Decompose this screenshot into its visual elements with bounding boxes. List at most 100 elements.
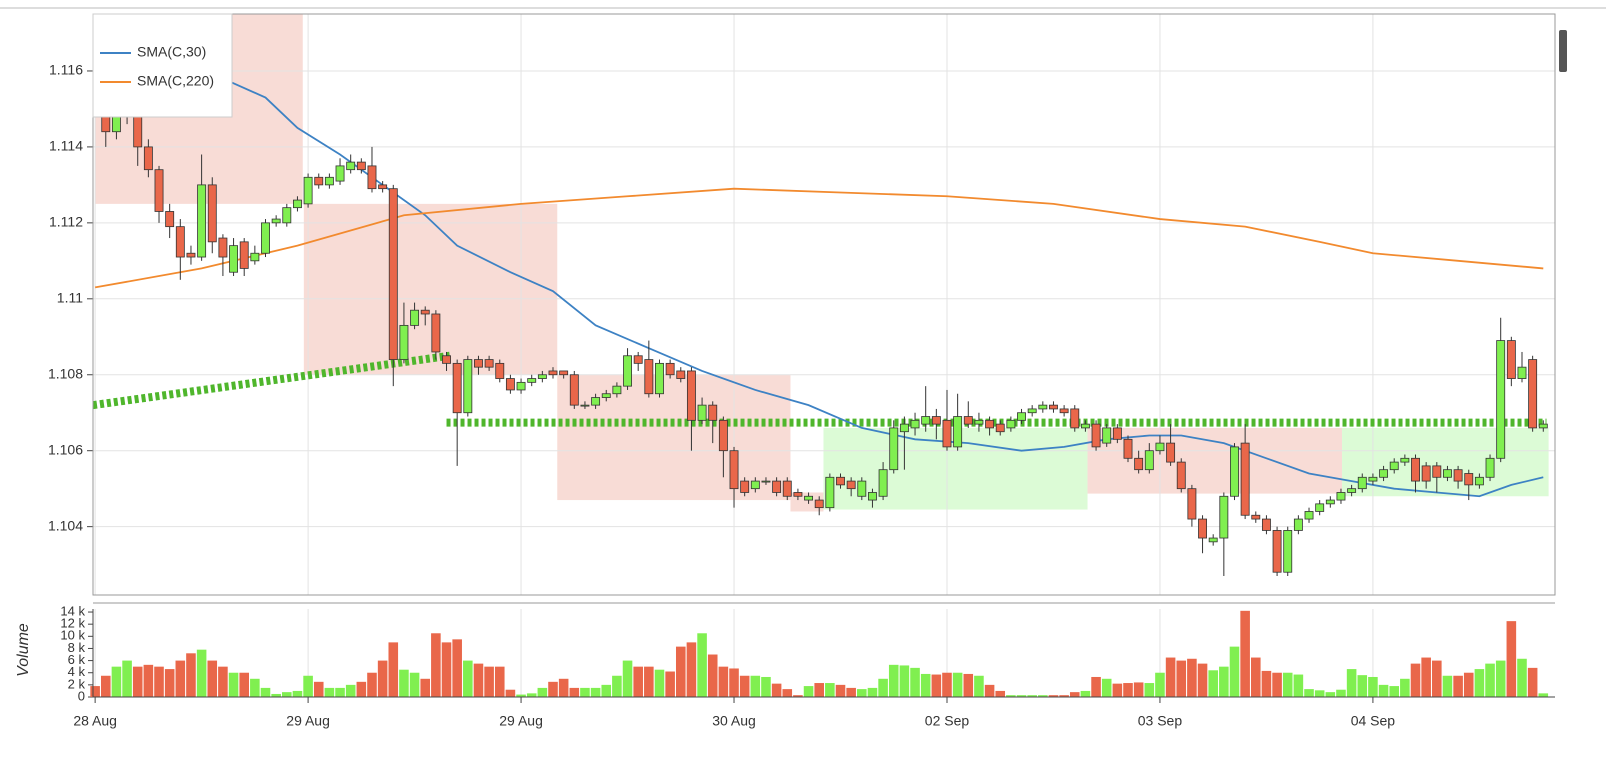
y-tick-label: 1.104 — [48, 517, 83, 533]
volume-bar — [1357, 675, 1368, 697]
volume-bar — [303, 675, 313, 697]
candle-body — [942, 419, 952, 448]
candle-body — [282, 207, 292, 224]
candle-body — [804, 495, 814, 501]
candle-body — [229, 245, 239, 273]
volume-bar — [1048, 695, 1059, 697]
candle-body — [335, 165, 345, 182]
y-tick-label: 4 k — [68, 664, 86, 679]
candle-body — [697, 404, 707, 421]
volume-bar — [995, 690, 1006, 697]
sma-line — [94, 187, 1544, 289]
candle-body — [1400, 457, 1410, 463]
candle-body — [985, 419, 995, 429]
x-tick-label: 29 Aug — [286, 713, 330, 729]
candle-body — [431, 313, 441, 353]
volume-bar — [143, 664, 154, 697]
candle-body — [175, 226, 185, 258]
y-tick-label: 1.116 — [49, 62, 83, 78]
volume-bar — [612, 675, 622, 697]
volume-bar — [1101, 678, 1112, 697]
volume-bar — [1272, 672, 1282, 697]
candle-body — [889, 427, 899, 471]
volume-bar — [1059, 695, 1069, 697]
volume-bar — [1208, 670, 1218, 697]
candle-body — [1464, 473, 1474, 486]
candle-body — [772, 480, 782, 493]
candle-body — [378, 184, 388, 190]
volume-bar — [282, 692, 292, 697]
volume-bar — [420, 678, 431, 697]
volume-bar — [857, 689, 867, 697]
candle-body — [569, 374, 579, 406]
volume-bar — [558, 678, 569, 697]
candle-body — [676, 370, 686, 379]
volume-bar — [1006, 695, 1016, 697]
candle-body — [1379, 469, 1389, 478]
candle-body — [527, 378, 537, 383]
candle-body — [782, 480, 792, 497]
candle-body — [1208, 537, 1218, 543]
candle-body — [356, 161, 366, 171]
candle-body — [633, 355, 643, 364]
volume-bar — [1240, 610, 1250, 697]
y-tick-label: 12 k — [60, 616, 85, 631]
candle-body — [1506, 340, 1516, 379]
volume-bar — [505, 689, 516, 697]
volume-bar — [846, 687, 856, 697]
candle-body — [1230, 446, 1239, 497]
candle-body — [878, 469, 888, 497]
candle-body — [1176, 461, 1186, 490]
y-tick-label: 1.108 — [48, 365, 83, 381]
volume-bar — [122, 660, 132, 697]
candle-body — [474, 359, 483, 368]
volume-bar — [633, 666, 643, 697]
volume-bar — [1421, 657, 1431, 697]
candle-body — [1102, 427, 1112, 444]
candle-body — [1091, 423, 1101, 448]
candle-body — [495, 362, 505, 379]
volume-bar — [814, 683, 824, 697]
candle-body — [1240, 442, 1250, 516]
candle-body — [612, 385, 622, 395]
candle-body — [1070, 408, 1080, 429]
candle-body — [857, 480, 867, 497]
volume-bar — [516, 694, 526, 697]
candle-body — [303, 176, 313, 205]
volume-bar — [718, 666, 729, 697]
candle-body — [1304, 511, 1314, 520]
y-tick-label: 10 k — [60, 628, 85, 643]
volume-bar — [399, 669, 409, 697]
volume-bar — [686, 642, 697, 697]
volume-bar — [441, 642, 452, 697]
candle-body — [261, 222, 270, 254]
volume-bar — [473, 663, 484, 697]
candle-body — [686, 370, 696, 421]
candle-body — [1357, 476, 1367, 490]
x-tick-label: 02 Sep — [925, 713, 970, 729]
volume-bar — [1485, 663, 1495, 697]
candle-body — [761, 480, 771, 483]
candle-body — [250, 252, 260, 262]
volume-bar — [644, 666, 654, 697]
candle-body — [314, 176, 324, 186]
volume-bar — [484, 666, 494, 697]
volume-bar — [1314, 690, 1325, 697]
candle-body — [1315, 503, 1325, 512]
volume-bar — [111, 666, 122, 697]
volume-bar — [1123, 683, 1133, 697]
volume-bar — [1538, 693, 1549, 697]
y-tick-label: 14 k — [60, 603, 85, 618]
candle-body — [1293, 518, 1303, 531]
volume-bar — [377, 660, 388, 697]
volume-bar — [388, 642, 399, 697]
volume-bar — [1144, 683, 1155, 697]
candle-body — [1261, 518, 1271, 531]
candle-body — [644, 359, 654, 395]
volume-bar — [569, 687, 580, 697]
volume-bar — [931, 674, 942, 697]
volume-bar — [218, 666, 228, 697]
candle-body — [442, 355, 451, 364]
volume-bar — [825, 683, 835, 697]
candle-body — [1049, 404, 1058, 410]
